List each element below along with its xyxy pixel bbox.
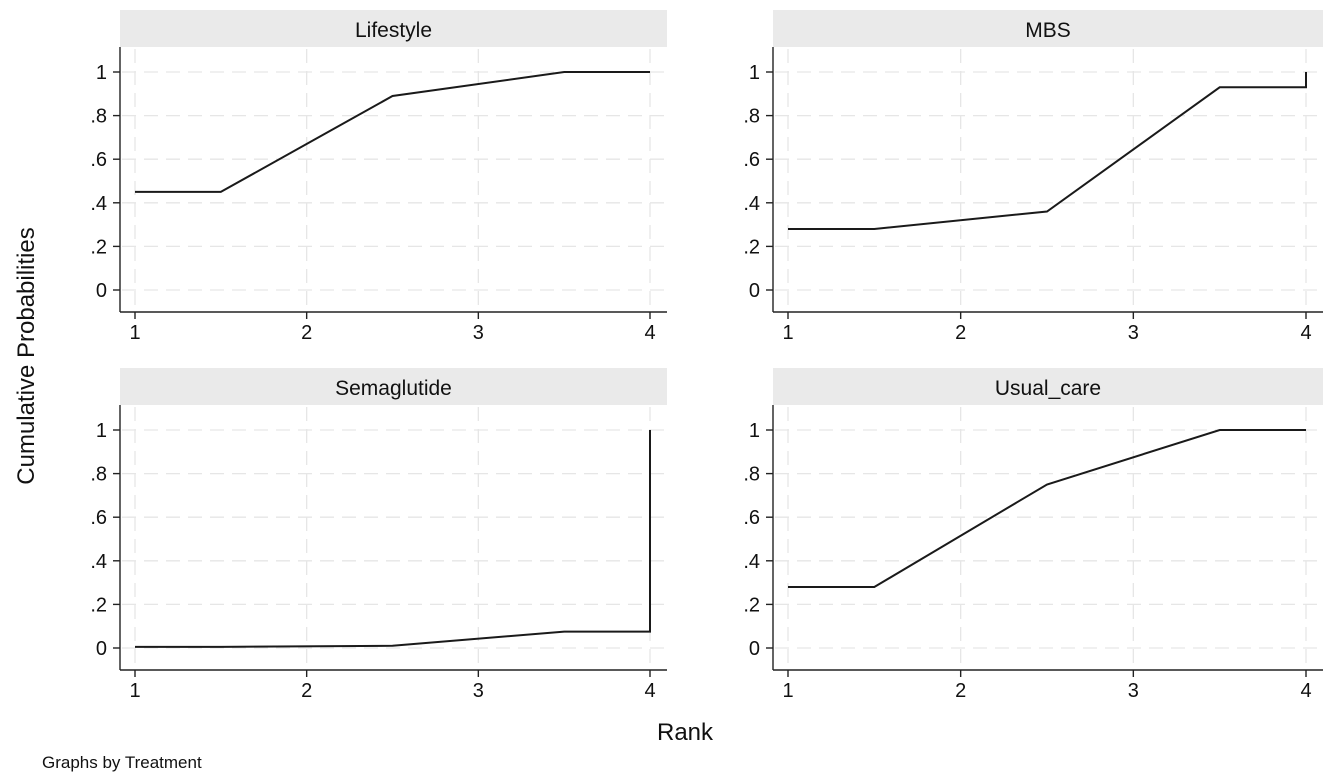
x-tick-label: 1 [129,322,140,344]
y-tick-label: .2 [743,594,760,616]
y-tick-label: 1 [749,62,760,84]
y-tick-label: 0 [96,280,107,302]
panel-0: Lifestyle 0 .2 .4 .6 .8 1 1 2 3 4 [90,10,667,344]
panel-title-bar [773,10,1323,47]
x-tick-label: 1 [782,680,793,702]
x-tick-label: 4 [644,680,655,702]
panel-title: Semaglutide [335,377,452,400]
y-tick-label: .2 [90,236,107,258]
y-tick-label: 0 [749,280,760,302]
x-tick-label: 2 [955,680,966,702]
y-tick-label: .4 [743,193,760,215]
y-tick-label: .2 [743,236,760,258]
panel-title-bar [120,368,667,405]
y-tick-label: 1 [749,420,760,442]
y-tick-label: .8 [90,464,107,486]
y-tick-label: .2 [90,594,107,616]
y-tick-label: .4 [90,193,107,215]
y-tick-label: 0 [749,638,760,660]
panel-1: MBS 0 .2 .4 .6 .8 1 1 2 3 4 [743,10,1323,344]
panel-3: Usual_care 0 .2 .4 .6 .8 1 1 2 3 4 [743,368,1323,702]
panel-2: Semaglutide 0 .2 .4 .6 .8 1 1 2 3 4 [90,368,667,702]
y-tick-label: .6 [90,507,107,529]
y-tick-label: 0 [96,638,107,660]
x-tick-label: 3 [1128,322,1139,344]
y-tick-label: .6 [743,149,760,171]
x-tick-label: 1 [129,680,140,702]
panel-title-bar [120,10,667,47]
y-tick-label: .8 [743,464,760,486]
x-tick-label: 3 [1128,680,1139,702]
series-line-semaglutide [135,430,651,648]
x-tick-label: 3 [473,322,484,344]
y-tick-label: .4 [90,551,107,573]
x-tick-label: 1 [782,322,793,344]
y-tick-label: .6 [90,149,107,171]
x-tick-label: 2 [301,322,312,344]
y-tick-label: .4 [743,551,760,573]
panel-title-bar [773,368,1323,405]
y-axis-title: Cumulative Probabilities [13,227,40,484]
panel-title: Lifestyle [355,19,432,42]
x-tick-label: 2 [301,680,312,702]
y-tick-label: 1 [96,62,107,84]
x-tick-label: 4 [1300,322,1311,344]
x-tick-label: 4 [1300,680,1311,702]
y-tick-label: .8 [90,106,107,128]
x-axis-title: Rank [657,719,714,746]
x-tick-label: 4 [644,322,655,344]
panel-title: Usual_care [995,377,1101,400]
series-line-mbs [788,72,1307,230]
y-tick-label: 1 [96,420,107,442]
panel-title: MBS [1025,19,1071,42]
x-tick-label: 2 [955,322,966,344]
x-tick-label: 3 [473,680,484,702]
panels-layer: Lifestyle 0 .2 .4 .6 .8 1 1 2 3 4 MBS 0 .2 .4 .6 .8 1 1 2 3 4… [90,10,1323,702]
series-line-lifestyle [135,71,650,193]
y-tick-label: .8 [743,106,760,128]
graphs-by-note: Graphs by Treatment [42,753,202,772]
series-line-usual_care [788,429,1306,588]
y-tick-label: .6 [743,507,760,529]
